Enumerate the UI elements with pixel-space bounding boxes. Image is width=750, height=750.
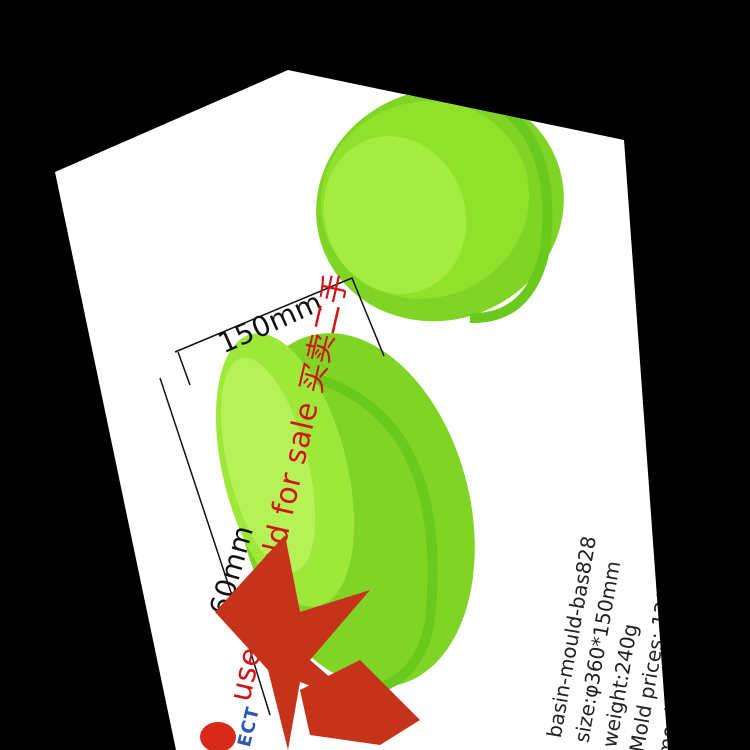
company-logo xyxy=(200,722,236,750)
upper-bowl xyxy=(316,88,564,324)
